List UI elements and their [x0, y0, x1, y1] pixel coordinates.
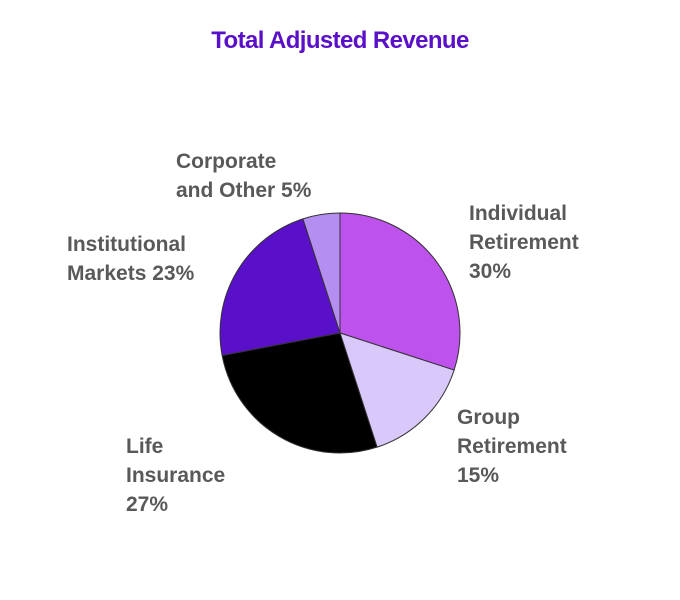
pie-slice-individual [339, 212, 461, 371]
pie-slice-institutional [219, 218, 341, 356]
slice-label-corporate: Corporate and Other 5% [176, 150, 312, 202]
slice-label-individual: Individual Retirement 30% [469, 202, 579, 283]
chart-title: Total Adjusted Revenue [211, 27, 469, 54]
slice-label-group: Group Retirement 15% [457, 406, 567, 487]
slice-label-life: Life Insurance 27% [126, 435, 226, 516]
pie-slice-corporate [302, 212, 341, 334]
pie-slice-group [339, 332, 455, 448]
slice-label-institutional: Institutional Markets 23% [67, 233, 195, 285]
pie-slice-life [221, 332, 378, 454]
